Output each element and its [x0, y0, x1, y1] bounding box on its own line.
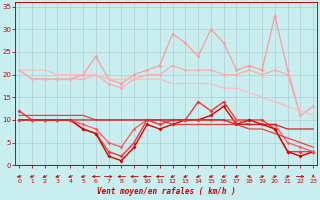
X-axis label: Vent moyen/en rafales ( km/h ): Vent moyen/en rafales ( km/h ) — [97, 187, 236, 196]
